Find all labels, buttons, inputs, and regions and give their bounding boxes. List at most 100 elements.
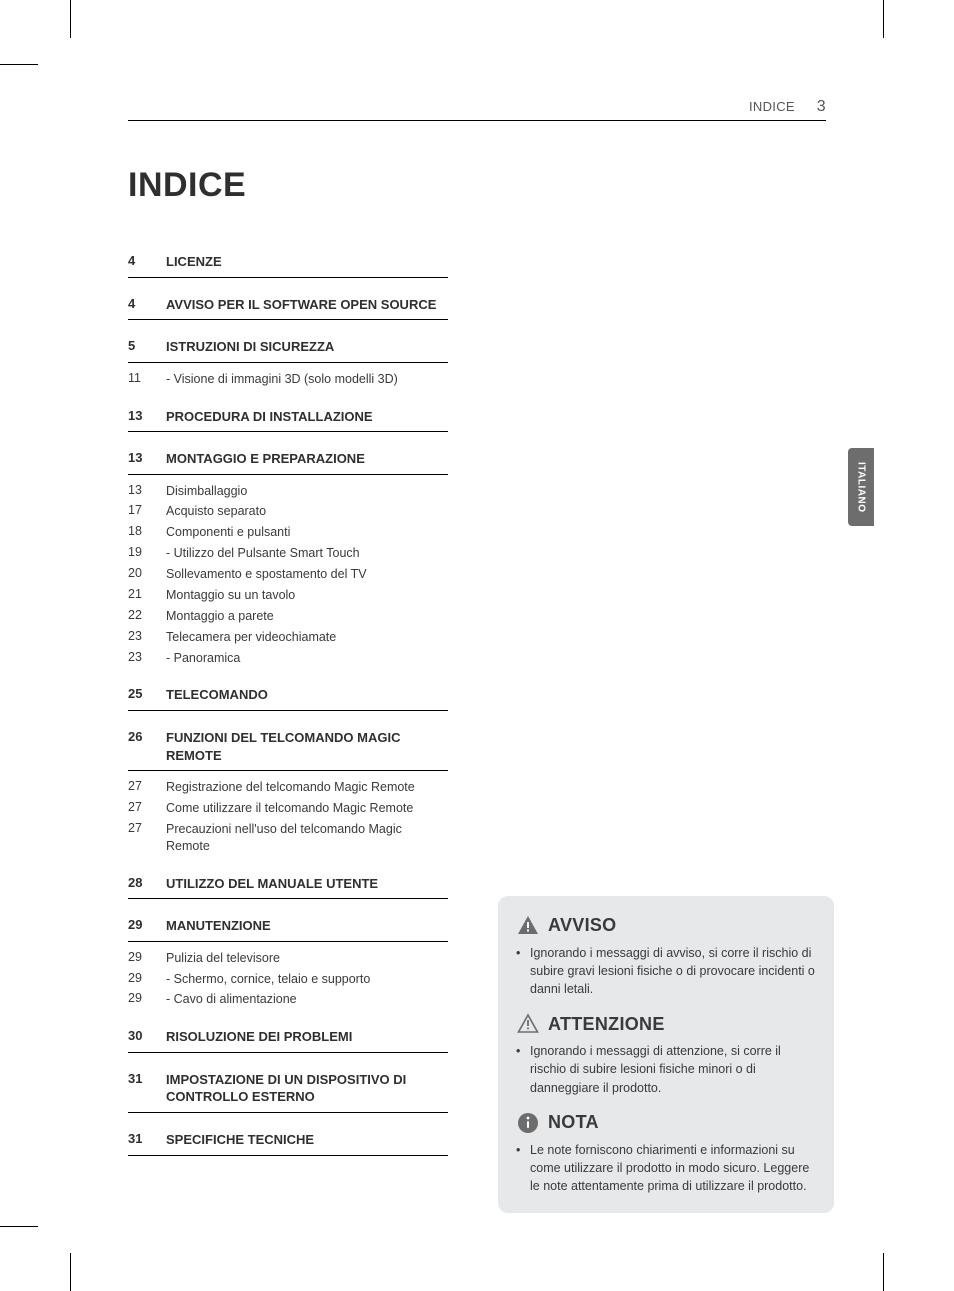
notice-box: AVVISOIgnorando i messaggi di avviso, si…	[498, 896, 834, 1213]
toc-section: 25TELECOMANDO	[128, 686, 448, 711]
toc-section-head: 13PROCEDURA DI INSTALLAZIONE	[128, 408, 448, 433]
toc-sub-page: 17	[128, 503, 166, 517]
toc-section-title: RISOLUZIONE DEI PROBLEMI	[166, 1028, 352, 1046]
notice-head: ATTENZIONE	[516, 1012, 816, 1036]
toc-sub-page: 23	[128, 629, 166, 643]
toc-section: 28UTILIZZO DEL MANUALE UTENTE	[128, 875, 448, 900]
toc-sub-label: - Utilizzo del Pulsante Smart Touch	[166, 545, 360, 562]
toc-sub-row: 23 - Panoramica	[128, 648, 448, 669]
toc-subs: 27Registrazione del telcomando Magic Rem…	[128, 777, 448, 857]
toc-section-title: FUNZIONI DEL TELCOMANDO MAGIC REMOTE	[166, 729, 448, 764]
toc-sub-label: Come utilizzare il telcomando Magic Remo…	[166, 800, 413, 817]
toc-sub-label: Pulizia del televisore	[166, 950, 280, 967]
toc-sub-page: 27	[128, 800, 166, 814]
toc-section-page: 28	[128, 875, 166, 890]
toc-section-page: 29	[128, 917, 166, 932]
toc-section-title: LICENZE	[166, 253, 222, 271]
toc-section: 31IMPOSTAZIONE DI UN DISPOSITIVO DI CONT…	[128, 1071, 448, 1113]
toc-section-head: 13MONTAGGIO E PREPARAZIONE	[128, 450, 448, 475]
toc-section: 26FUNZIONI DEL TELCOMANDO MAGIC REMOTE 27…	[128, 729, 448, 857]
toc-section-title: IMPOSTAZIONE DI UN DISPOSITIVO DI CONTRO…	[166, 1071, 448, 1106]
toc-sub-row: 11 - Visione di immagini 3D (solo modell…	[128, 369, 448, 390]
toc-section-page: 13	[128, 450, 166, 465]
crop-mark	[0, 1226, 38, 1227]
notice-block: AVVISOIgnorando i messaggi di avviso, si…	[516, 914, 816, 998]
toc-section-page: 4	[128, 253, 166, 268]
toc-section-head: 30RISOLUZIONE DEI PROBLEMI	[128, 1028, 448, 1053]
toc-section-title: MONTAGGIO E PREPARAZIONE	[166, 450, 365, 468]
toc-sub-label: - Schermo, cornice, telaio e supporto	[166, 971, 370, 988]
toc-section-page: 31	[128, 1131, 166, 1146]
warning-icon	[516, 914, 540, 938]
crop-mark	[70, 0, 71, 38]
toc-section: 31SPECIFICHE TECNICHE	[128, 1131, 448, 1156]
toc-section-page: 26	[128, 729, 166, 744]
page-number: 3	[817, 98, 826, 115]
toc-sub-page: 27	[128, 779, 166, 793]
page: INDICE 3 INDICE 4LICENZE4AVVISO PER IL S…	[0, 0, 954, 1291]
toc-subs: 11 - Visione di immagini 3D (solo modell…	[128, 369, 448, 390]
notice-block: NOTA Le note forniscono chiarimenti e inf…	[516, 1111, 816, 1195]
toc-section-head: 29MANUTENZIONE	[128, 917, 448, 942]
toc-sub-row: 17Acquisto separato	[128, 501, 448, 522]
toc-section-title: AVVISO PER IL SOFTWARE OPEN SOURCE	[166, 296, 436, 314]
toc-section-page: 4	[128, 296, 166, 311]
toc-sub-page: 22	[128, 608, 166, 622]
toc-section-head: 25TELECOMANDO	[128, 686, 448, 711]
toc-sub-row: 22Montaggio a parete	[128, 606, 448, 627]
toc-subs: 29Pulizia del televisore 29 - Schermo, co…	[128, 948, 448, 1011]
toc-sub-label: Telecamera per videochiamate	[166, 629, 336, 646]
notice-block: ATTENZIONE Ignorando i messaggi di attenz…	[516, 1012, 816, 1096]
toc-section-page: 5	[128, 338, 166, 353]
toc-sub-row: 19 - Utilizzo del Pulsante Smart Touch	[128, 543, 448, 564]
caution-icon	[516, 1012, 540, 1036]
toc-section-title: TELECOMANDO	[166, 686, 268, 704]
page-title: INDICE	[128, 166, 246, 205]
toc-sub-label: Montaggio su un tavolo	[166, 587, 295, 604]
toc-section-title: ISTRUZIONI DI SICUREZZA	[166, 338, 334, 356]
toc-sub-label: - Visione di immagini 3D (solo modelli 3…	[166, 371, 398, 388]
toc-sub-row: 29 - Cavo di alimentazione	[128, 989, 448, 1010]
toc-sub-row: 18Componenti e pulsanti	[128, 522, 448, 543]
toc-section-title: MANUTENZIONE	[166, 917, 271, 935]
toc-section-page: 30	[128, 1028, 166, 1043]
toc-sub-label: Componenti e pulsanti	[166, 524, 290, 541]
toc-sub-row: 27Registrazione del telcomando Magic Rem…	[128, 777, 448, 798]
toc-section-head: 4AVVISO PER IL SOFTWARE OPEN SOURCE	[128, 296, 448, 321]
toc-section: 4AVVISO PER IL SOFTWARE OPEN SOURCE	[128, 296, 448, 321]
crop-mark	[70, 1253, 71, 1291]
toc-section: 13MONTAGGIO E PREPARAZIONE13Disimballagg…	[128, 450, 448, 668]
toc-section-head: 28UTILIZZO DEL MANUALE UTENTE	[128, 875, 448, 900]
notice-item: Ignorando i messaggi di attenzione, si c…	[516, 1042, 816, 1096]
toc-section-title: SPECIFICHE TECNICHE	[166, 1131, 314, 1149]
toc-section: 29MANUTENZIONE29Pulizia del televisore29…	[128, 917, 448, 1010]
toc-sub-row: 29Pulizia del televisore	[128, 948, 448, 969]
note-icon	[516, 1111, 540, 1135]
notice-title: NOTA	[548, 1112, 599, 1133]
toc-sub-row: 21Montaggio su un tavolo	[128, 585, 448, 606]
toc-sub-page: 27	[128, 821, 166, 835]
toc-sub-page: 29	[128, 991, 166, 1005]
toc-section-title: UTILIZZO DEL MANUALE UTENTE	[166, 875, 378, 893]
toc-section-title: PROCEDURA DI INSTALLAZIONE	[166, 408, 373, 426]
notice-title: ATTENZIONE	[548, 1014, 665, 1035]
toc-sub-page: 20	[128, 566, 166, 580]
notice-item: Ignorando i messaggi di avviso, si corre…	[516, 944, 816, 998]
toc-section-head: 31IMPOSTAZIONE DI UN DISPOSITIVO DI CONT…	[128, 1071, 448, 1113]
toc-section: 13PROCEDURA DI INSTALLAZIONE	[128, 408, 448, 433]
toc-sub-page: 21	[128, 587, 166, 601]
toc-sub-page: 23	[128, 650, 166, 664]
toc-section-head: 31SPECIFICHE TECNICHE	[128, 1131, 448, 1156]
notice-item: Le note forniscono chiarimenti e informa…	[516, 1141, 816, 1195]
toc-section: 5ISTRUZIONI DI SICUREZZA 11 - Visione di …	[128, 338, 448, 389]
language-tab-label: ITALIANO	[856, 462, 867, 512]
toc-sub-row: 23Telecamera per videochiamate	[128, 627, 448, 648]
notice-list: Ignorando i messaggi di attenzione, si c…	[516, 1042, 816, 1096]
toc-sub-label: Acquisto separato	[166, 503, 266, 520]
toc-section-page: 31	[128, 1071, 166, 1086]
toc-sub-label: Precauzioni nell'uso del telcomando Magi…	[166, 821, 448, 855]
content-area: INDICE 3 INDICE 4LICENZE4AVVISO PER IL S…	[128, 98, 826, 1201]
toc-sub-row: 27Come utilizzare il telcomando Magic Re…	[128, 798, 448, 819]
toc-sub-row: 20Sollevamento e spostamento del TV	[128, 564, 448, 585]
toc-section-head: 26FUNZIONI DEL TELCOMANDO MAGIC REMOTE	[128, 729, 448, 771]
